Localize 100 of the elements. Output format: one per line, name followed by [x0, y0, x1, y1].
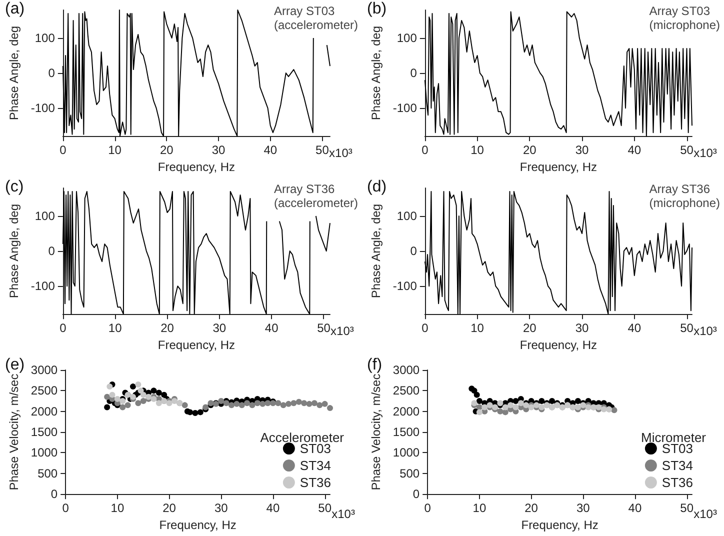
y-tick-label: 100 — [34, 209, 56, 224]
text: x10³ — [332, 507, 355, 521]
y-tick-label: 500 — [400, 466, 420, 480]
chart-title: (a) — [5, 0, 25, 18]
chart-title: (e) — [5, 356, 25, 374]
x-tick-label: 20 — [160, 143, 174, 158]
y-tick-label: 1500 — [392, 425, 420, 440]
point — [280, 402, 286, 408]
point — [322, 400, 328, 407]
point — [316, 402, 323, 408]
x-tick-label: 40 — [264, 321, 279, 336]
point — [549, 398, 556, 404]
point — [482, 404, 488, 410]
x-tick-label: 50 — [680, 501, 694, 516]
y-tick-label: 2500 — [392, 384, 420, 398]
point — [171, 398, 178, 404]
x-tick-label: 40 — [628, 501, 642, 516]
point — [156, 390, 162, 396]
point — [538, 398, 545, 404]
y-tick-label: 0 — [410, 244, 418, 258]
x-tick-label: 30 — [212, 143, 226, 158]
x-tick-label: 30 — [576, 501, 590, 516]
y-tick-label: 3000 — [392, 363, 420, 377]
point — [156, 400, 162, 406]
point — [296, 398, 302, 405]
legend-label: ST34 — [300, 458, 332, 473]
x-tick-label: 10 — [110, 501, 124, 516]
legend-label: ST36 — [300, 475, 332, 490]
x-tick-label: 20 — [522, 143, 537, 158]
annotation: Array ST36 — [274, 182, 335, 196]
point — [474, 392, 480, 398]
y-tick-label: 1500 — [30, 425, 58, 440]
x-tick-label: 20 — [160, 321, 174, 336]
y-tick-label: 1000 — [392, 446, 420, 460]
y-axis-title: Phase Velocity, m/sec — [369, 374, 383, 490]
x-tick-label: 10 — [470, 321, 484, 336]
x-tick-label: 40 — [628, 143, 642, 158]
point — [286, 400, 292, 407]
x-tick-label: 50 — [318, 501, 332, 516]
x-tick-label: 10 — [470, 143, 484, 158]
chart-title: (c) — [5, 178, 24, 196]
point — [471, 388, 478, 394]
text: x10³ — [330, 324, 354, 338]
point — [327, 405, 333, 412]
y-tick-label: 0 — [412, 487, 420, 502]
x-axis-title: Frequency, Hz — [520, 160, 598, 174]
x-tick-label: 30 — [575, 143, 590, 158]
point — [228, 402, 234, 408]
text: x10³ — [329, 146, 352, 160]
x-tick-label: 0 — [422, 143, 429, 158]
point — [197, 409, 204, 416]
x-axis-title: Frequency, Hz — [521, 518, 598, 532]
y-axis-title: Phase Angle, deg — [369, 204, 383, 298]
y-tick-label: -100 — [30, 101, 56, 116]
x-tick-label: 50 — [316, 143, 330, 158]
annotation: (microphone) — [649, 196, 720, 210]
point — [124, 402, 131, 408]
point — [138, 388, 144, 394]
y-tick-label: 100 — [34, 31, 56, 46]
x-tick-label: 0 — [60, 321, 67, 336]
x-tick-label: 40 — [628, 321, 642, 336]
point — [187, 409, 194, 416]
y-tick-label: 500 — [38, 466, 58, 480]
x-tick-label: 40 — [264, 143, 278, 158]
point — [104, 404, 110, 410]
point — [182, 402, 188, 408]
point — [106, 384, 113, 390]
point — [476, 409, 482, 416]
point — [114, 396, 120, 402]
y-tick-label: 3000 — [30, 363, 58, 377]
annotation: Array ST03 — [649, 4, 710, 18]
point — [518, 400, 524, 406]
y-axis-title: Phase Velocity, m/sec — [7, 374, 21, 490]
x-axis-title: Frequency, Hz — [159, 518, 236, 532]
x-tick-label: 20 — [522, 321, 537, 336]
point — [234, 400, 240, 407]
annotation: (accelerometer) — [274, 18, 358, 32]
point — [244, 400, 250, 406]
x-tick-label: 50 — [680, 143, 694, 158]
x-axis-title: Frequency, Hz — [520, 338, 598, 352]
y-tick-label: 2000 — [392, 404, 420, 418]
legend-label: ST36 — [662, 475, 694, 490]
point — [249, 402, 256, 408]
x-tick-label: 0 — [60, 143, 67, 158]
x-tick-label: 0 — [62, 501, 70, 516]
point — [574, 398, 581, 404]
point — [104, 394, 110, 400]
chart-title: (d) — [367, 178, 387, 196]
y-axis-title: Phase Angle, deg — [369, 26, 383, 120]
x-tick-label: 30 — [212, 321, 226, 336]
y-tick-label: -100 — [392, 101, 418, 116]
x-axis-title: Frequency, Hz — [158, 338, 236, 352]
x-tick-label: 30 — [214, 501, 228, 516]
x-tick-label: 30 — [575, 321, 590, 336]
text: x10³ — [694, 146, 717, 160]
x-axis-title: Frequency, Hz — [158, 160, 236, 174]
y-tick-label: 100 — [396, 209, 418, 224]
annotation: Array ST03 — [274, 4, 335, 18]
y-tick-label: 0 — [50, 487, 58, 502]
point — [140, 392, 146, 398]
